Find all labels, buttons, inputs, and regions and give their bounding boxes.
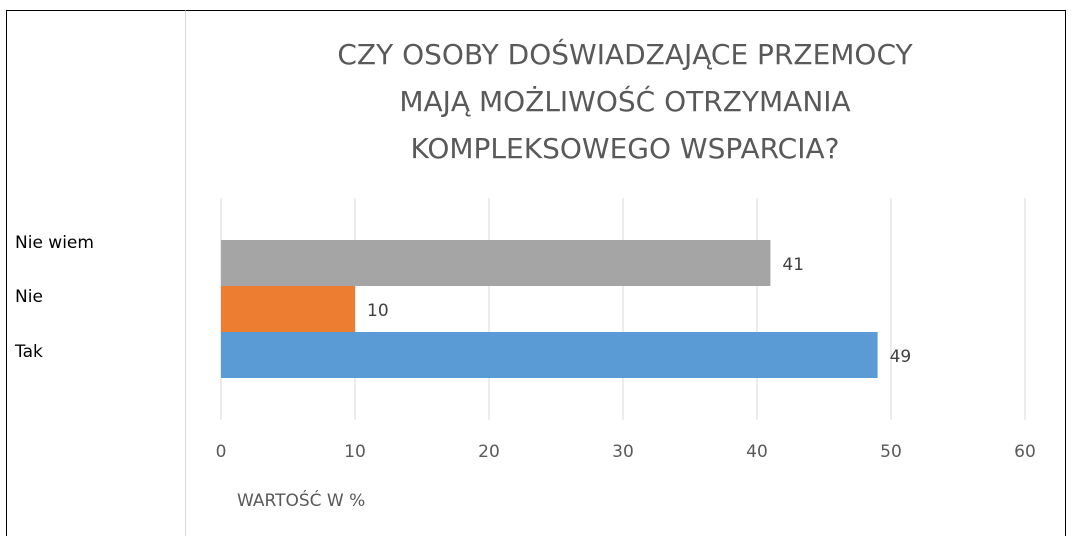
x-tick-label: 10 [344, 442, 366, 462]
bar [221, 286, 355, 332]
y-tick-label: Tak [14, 342, 43, 362]
x-axis-label: WARTOŚĆ W % [237, 489, 365, 511]
bar [221, 240, 771, 286]
frame [6, 10, 1066, 536]
data-label: 49 [890, 347, 912, 367]
x-tick-label: 0 [216, 442, 227, 462]
chart-title: MAJĄ MOŻLIWOŚĆ OTRZYMANIA [399, 84, 850, 118]
x-tick-label: 40 [746, 442, 768, 462]
x-tick-label: 30 [612, 442, 634, 462]
x-tick-label: 20 [478, 442, 500, 462]
y-tick-label: Nie [15, 287, 43, 307]
x-tick-label: 60 [1014, 442, 1036, 462]
x-tick-label: 50 [880, 442, 902, 462]
bar [221, 332, 878, 378]
data-label: 41 [782, 255, 804, 275]
chart-title: KOMPLEKSOWEGO WSPARCIA? [411, 132, 840, 165]
chart-title: CZY OSOBY DOŚWIADZAJĄCE PRZEMOCY [337, 37, 913, 71]
data-label: 10 [367, 301, 389, 321]
y-tick-label: Nie wiem [15, 233, 94, 253]
